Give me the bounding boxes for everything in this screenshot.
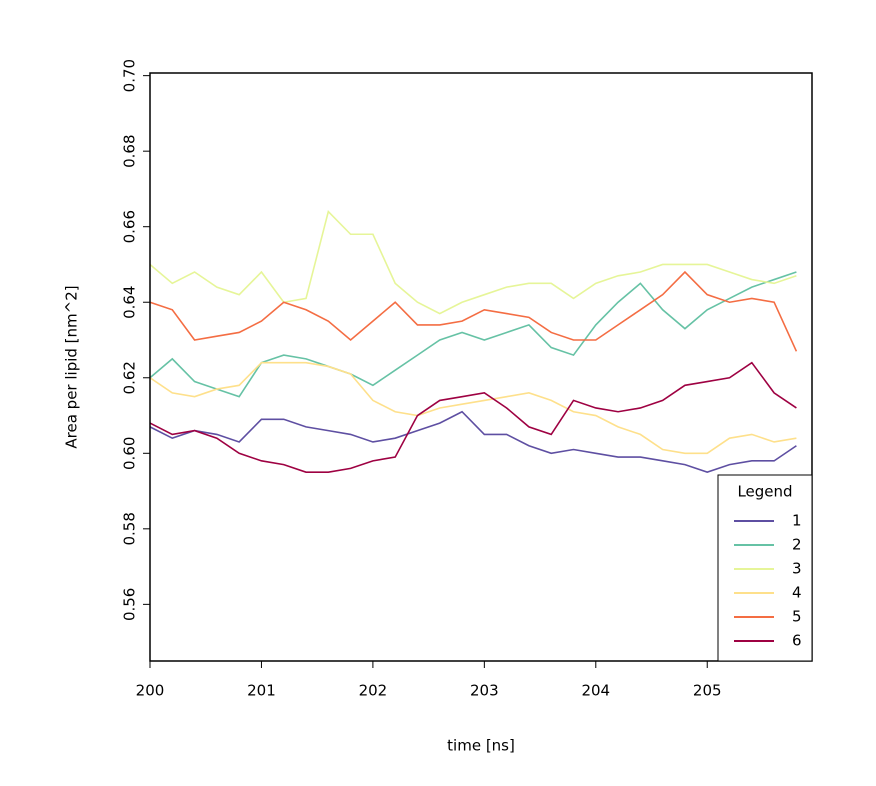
series-line <box>149 410 797 474</box>
x-tick-label: 202 <box>359 682 388 700</box>
x-axis-label: time [ns] <box>447 737 515 755</box>
plot-frame <box>149 72 813 662</box>
series-line <box>149 271 797 398</box>
y-tick-label: 0.70 <box>121 59 139 92</box>
legend-label: 5 <box>792 608 802 626</box>
y-tick-label: 0.60 <box>121 437 139 470</box>
legend-label: 2 <box>792 536 802 554</box>
legend-label: 1 <box>792 512 802 530</box>
series-line <box>149 361 797 473</box>
x-tick-label: 205 <box>693 682 722 700</box>
series-line <box>149 270 798 352</box>
series-line <box>149 361 797 455</box>
y-tick-label: 0.58 <box>121 512 139 545</box>
x-tick-label: 203 <box>470 682 499 700</box>
legend-label: 4 <box>792 584 802 602</box>
x-tick-label: 200 <box>136 682 165 700</box>
series-line <box>149 210 797 315</box>
legend-label: 3 <box>792 560 802 578</box>
x-tick-label: 204 <box>581 682 610 700</box>
y-tick-label: 0.66 <box>121 210 139 243</box>
legend-label: 6 <box>792 632 802 650</box>
y-tick-label: 0.62 <box>121 361 139 394</box>
x-tick-label: 201 <box>247 682 276 700</box>
y-tick-label: 0.56 <box>121 588 139 621</box>
y-tick-label: 0.64 <box>121 286 139 319</box>
y-axis-label: Area per lipid [nm^2] <box>63 285 81 448</box>
y-tick-label: 0.68 <box>121 134 139 167</box>
legend-title: Legend <box>737 483 792 501</box>
